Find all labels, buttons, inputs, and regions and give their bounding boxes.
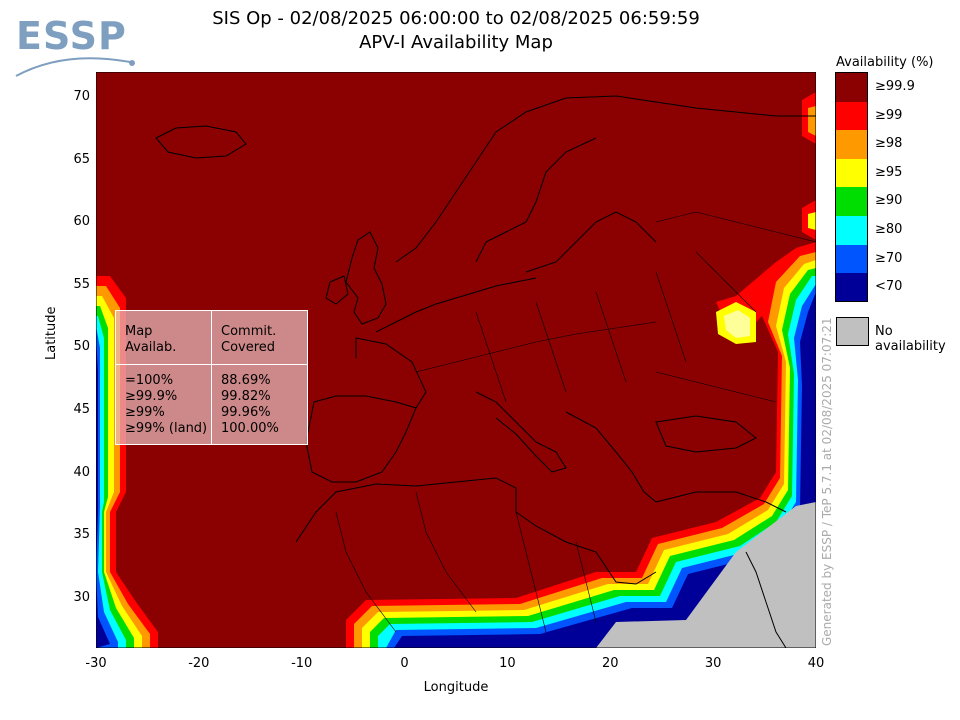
y-tick-label: 30 — [73, 589, 90, 605]
no-availability-swatch — [836, 317, 869, 346]
legend-title: Availability (%) — [836, 55, 934, 70]
x-tick-label: -20 — [188, 656, 210, 671]
table-divider — [211, 311, 212, 444]
statistics-table: Map Availab. Commit. Covered =100% ≥99.9… — [115, 310, 308, 445]
legend-swatch — [835, 73, 868, 102]
legend-swatch — [835, 273, 868, 303]
x-tick-label: 20 — [602, 656, 619, 671]
map-subtitle: APV-I Availability Map — [359, 32, 553, 53]
x-tick-label: 30 — [704, 656, 722, 671]
legend-label: <70 — [875, 279, 903, 295]
y-tick-label: 65 — [73, 151, 90, 167]
legend-label: ≥95 — [875, 164, 903, 180]
legend-label: ≥99.9 — [875, 79, 915, 94]
y-tick-label: 45 — [73, 402, 90, 418]
legend-swatch — [835, 158, 868, 188]
x-axis-label: Longitude — [423, 680, 489, 695]
header-commit-covered: Commit. Covered — [221, 324, 277, 355]
header-map-availability: Map Availab. — [125, 324, 177, 355]
country-borders — [335, 211, 816, 633]
x-tick-label: 10 — [499, 656, 516, 671]
legend-label: ≥98 — [875, 136, 903, 152]
legend-swatch — [835, 187, 868, 217]
coastlines — [155, 95, 816, 648]
legend-frame — [835, 72, 868, 302]
legend-swatch — [835, 101, 868, 131]
y-tick-label: 50 — [73, 339, 90, 355]
generated-by-text: Generated by ESSP / TeP 5.7.1 at 02/08/2… — [820, 317, 834, 646]
y-tick-label: 35 — [73, 527, 90, 543]
x-tick-label: 40 — [807, 656, 825, 671]
legend-label: ≥80 — [875, 222, 903, 237]
availability-thresholds: =100% ≥99.9% ≥99% ≥99% (land) — [125, 373, 208, 436]
map-title: SIS Op - 02/08/2025 06:00:00 to 02/08/20… — [212, 8, 700, 29]
logo-arc-icon — [15, 57, 135, 77]
west-edge-degradation — [96, 276, 158, 648]
legend-label: ≥90 — [875, 193, 903, 209]
legend-label: ≥70 — [875, 250, 903, 266]
y-axis-label: Latitude — [44, 306, 59, 360]
y-tick-label: 55 — [73, 276, 90, 292]
x-tick-label: -30 — [85, 656, 107, 671]
no-availability-region — [596, 502, 816, 648]
y-tick-label: 40 — [73, 464, 90, 480]
x-tick-label: 0 — [400, 656, 409, 671]
legend-label: ≥99 — [875, 107, 903, 123]
legend-swatch — [835, 130, 868, 160]
x-tick-label: -10 — [291, 656, 313, 671]
legend-swatch — [835, 216, 868, 245]
table-divider — [116, 364, 307, 365]
legend-swatch — [835, 244, 868, 274]
y-tick-label: 60 — [73, 214, 90, 230]
coverage-values: 88.69% 99.82% 99.96% 100.00% — [221, 373, 279, 436]
essp-logo: ESSP — [16, 14, 127, 58]
no-availability-label: No availability — [875, 324, 946, 354]
y-tick-label: 70 — [73, 89, 90, 105]
